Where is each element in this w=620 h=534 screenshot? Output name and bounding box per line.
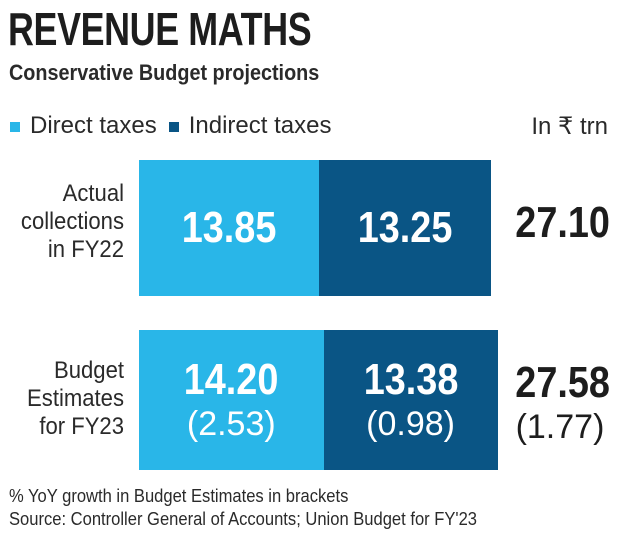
- bar-growth: (0.98): [366, 405, 455, 443]
- bar-growth: (2.53): [186, 405, 276, 443]
- total-value: 27.10: [515, 198, 610, 247]
- legend-swatch-direct: [10, 122, 20, 132]
- total-fy22: 27.10: [508, 200, 612, 246]
- bar-indirect-fy22: 13.25: [319, 160, 492, 296]
- bar-indirect-fy23: 13.38 (0.98): [323, 330, 498, 470]
- bar-direct-fy22: 13.85: [139, 160, 320, 296]
- row-label-line: Budget: [54, 357, 124, 384]
- row-label-line: Actual: [62, 180, 124, 207]
- total-value: 27.58: [515, 358, 610, 407]
- bar-value: 13.85: [181, 203, 277, 252]
- chart-title: REVENUE MATHS: [8, 3, 312, 55]
- chart-subtitle: Conservative Budget projections: [9, 60, 320, 85]
- row-label-line: Estimates: [27, 385, 124, 412]
- footnote-note: % YoY growth in Budget Estimates in brac…: [9, 486, 349, 506]
- bar-value: 14.20: [183, 355, 279, 404]
- row-label-line: for FY23: [39, 413, 124, 440]
- legend: Direct taxes Indirect taxes: [10, 112, 343, 140]
- legend-swatch-indirect: [168, 122, 179, 132]
- bar-value: 13.25: [357, 203, 453, 252]
- unit-label: In ₹ trn: [531, 113, 608, 140]
- total-fy23: 27.58 (1.77): [508, 358, 612, 447]
- legend-label-direct: Direct taxes: [30, 112, 157, 139]
- legend-item-direct: Direct taxes: [10, 112, 157, 140]
- row-label-line: in FY22: [47, 236, 124, 263]
- row-label-line: collections: [20, 208, 125, 235]
- row-label-fy22: Actual collections in FY22: [10, 180, 124, 264]
- bar-value: 13.38: [363, 355, 458, 404]
- footnote-source: Source: Controller General of Accounts; …: [9, 509, 478, 529]
- row-label-fy23: Budget Estimates for FY23: [10, 357, 124, 441]
- legend-item-indirect: Indirect taxes: [168, 112, 332, 140]
- bar-direct-fy23: 14.20 (2.53): [139, 330, 324, 470]
- legend-label-indirect: Indirect taxes: [188, 112, 332, 139]
- total-growth: (1.77): [515, 408, 605, 446]
